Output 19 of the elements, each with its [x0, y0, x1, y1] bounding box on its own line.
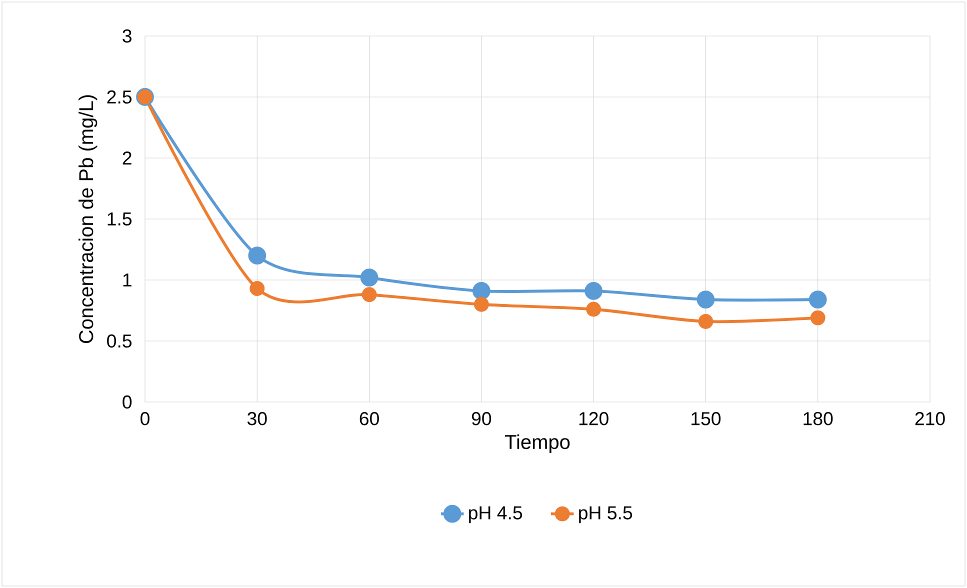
- legend-label: pH 4.5: [469, 506, 522, 524]
- y-tick-label: 1.5: [108, 212, 132, 226]
- x-tick-label: 60: [360, 412, 379, 426]
- x-tick-label: 150: [692, 412, 721, 426]
- x-tick-label: 30: [247, 412, 267, 426]
- y-tick-label: 0.5: [107, 334, 132, 348]
- y-axis-title: Concentracion de Pb (mg/L): [78, 95, 98, 344]
- y-tick-label: 3: [122, 29, 132, 43]
- y-tick-label: 0: [122, 395, 132, 409]
- x-tick-label: 120: [579, 412, 608, 426]
- y-tick-label: 1: [123, 274, 132, 286]
- legend-label: pH 5.5: [579, 506, 632, 524]
- x-tick-label: 180: [804, 412, 833, 426]
- x-tick-label: 210: [915, 412, 945, 426]
- x-axis-title: Tiempo: [504, 434, 570, 454]
- x-tick-label: 90: [472, 412, 492, 426]
- y-tick-label: 2: [122, 151, 132, 165]
- y-tick-label: 2.5: [107, 90, 132, 104]
- x-tick-label: 0: [140, 412, 150, 426]
